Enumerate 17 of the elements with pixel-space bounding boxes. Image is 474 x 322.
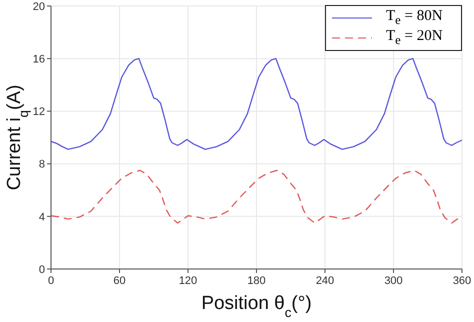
x-tick-label: 0 <box>48 274 54 287</box>
x-tick-label: 360 <box>452 274 472 287</box>
x-tick-label: 180 <box>247 274 266 287</box>
x-axis-title: Position θ$_{c}$(°) <box>201 293 312 320</box>
y-tick-label: 12 <box>32 106 45 118</box>
x-tick-label: 120 <box>178 274 198 287</box>
y-tick-label: 4 <box>38 211 45 224</box>
x-tick-label: 60 <box>113 274 126 287</box>
y-tick-label: 20 <box>32 0 45 13</box>
y-tick-label: 8 <box>38 158 45 171</box>
legend-label: T$_{e}$ = 80N <box>386 8 443 28</box>
x-tick-label: 300 <box>384 274 403 287</box>
y-tick-label: 16 <box>32 54 45 66</box>
line-series <box>51 58 462 150</box>
y-tick-label: 0 <box>38 264 45 276</box>
x-tick-label: 240 <box>316 274 334 287</box>
legend-label: T$_{e}$ = 20N <box>386 28 443 48</box>
